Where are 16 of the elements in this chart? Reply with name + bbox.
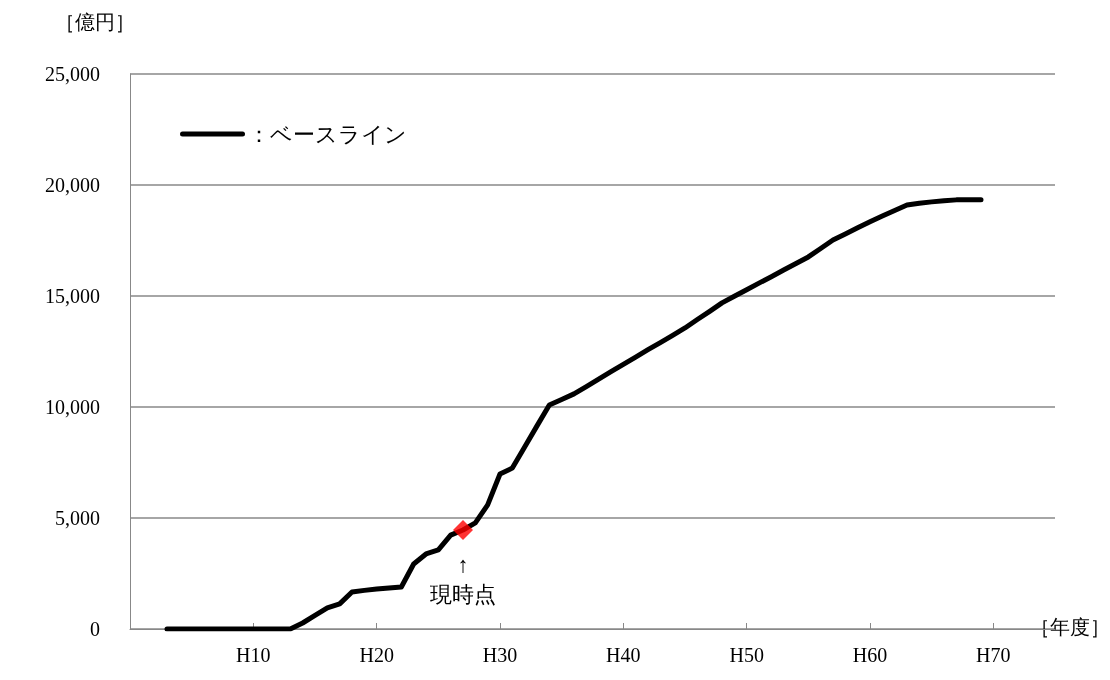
x-tick-label: H10 xyxy=(236,644,271,666)
x-tick-label: H70 xyxy=(976,644,1011,666)
y-tick-label: 0 xyxy=(90,618,100,640)
y-tick-label: 15,000 xyxy=(45,285,100,307)
x-tick-label: H60 xyxy=(852,644,888,666)
x-tick-label: H50 xyxy=(729,644,764,666)
x-tick-label: H20 xyxy=(359,644,394,666)
x-tick-label: H30 xyxy=(482,644,518,666)
annotation: ↑ 現時点 xyxy=(430,552,496,608)
legend-label: ：ベースライン xyxy=(247,121,407,147)
x-tick-label: H40 xyxy=(606,644,641,666)
y-axis-title: ［億円］ xyxy=(55,11,135,33)
y-tick-label: 5,000 xyxy=(55,507,100,529)
y-tick-label: 10,000 xyxy=(45,396,100,418)
y-tick-label: 25,000 xyxy=(45,63,100,85)
y-tick-label: 20,000 xyxy=(45,174,100,196)
